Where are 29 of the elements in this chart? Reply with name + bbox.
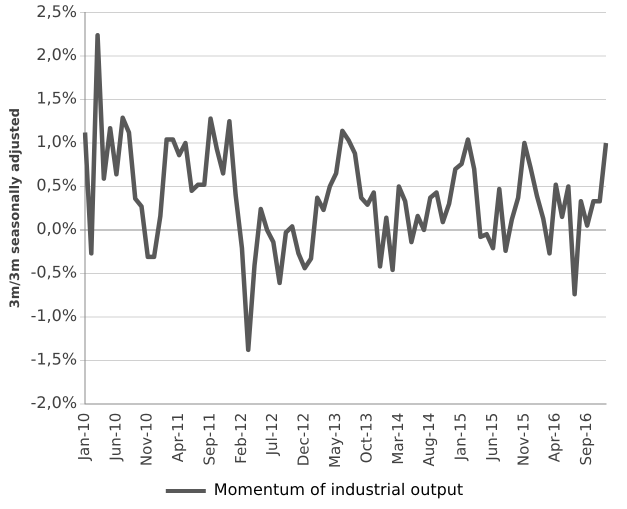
x-tick-label: Nov-15	[514, 412, 532, 466]
x-tick-label: Sep-16	[577, 412, 596, 466]
x-tick-label: Jan-10	[74, 412, 93, 462]
x-tick-label: Aug-14	[420, 412, 438, 467]
y-axis-title: 3m/3m seasonally adjusted	[8, 108, 24, 308]
x-tick-label: Mar-14	[388, 412, 407, 465]
y-tick-label: 2,0%	[36, 45, 78, 64]
x-tick-label: Dec-12	[294, 412, 313, 466]
y-tick-label: -1,0%	[30, 306, 78, 325]
x-tick-label: May-13	[326, 412, 344, 468]
y-tick-label: -0,5%	[30, 262, 78, 282]
y-tick-label: 1,5%	[36, 88, 78, 108]
y-tick-label: 2,5%	[36, 2, 78, 21]
y-tick-label: 1,0%	[36, 132, 78, 152]
x-tick-label: Jun-10	[106, 412, 124, 462]
y-tick-label: -1,5%	[30, 349, 78, 368]
y-tick-label: -2,0%	[30, 392, 78, 412]
y-tick-label: 0,0%	[36, 219, 78, 238]
x-tick-label: Jan-15	[452, 412, 470, 462]
x-tick-label: Apr-16	[546, 412, 564, 462]
y-tick-label: 0,5%	[36, 176, 78, 195]
legend-label: Momentum of industrial output	[214, 480, 464, 500]
x-tick-label: Nov-10	[138, 412, 156, 466]
x-tick-label: Feb-12	[232, 412, 250, 464]
x-tick-label: Apr-11	[169, 412, 188, 462]
x-tick-label: Jul-12	[263, 412, 282, 456]
x-tick-label: Sep-11	[200, 412, 218, 466]
x-tick-label: Jun-15	[482, 412, 501, 462]
x-tick-label: Oct-13	[357, 412, 376, 464]
